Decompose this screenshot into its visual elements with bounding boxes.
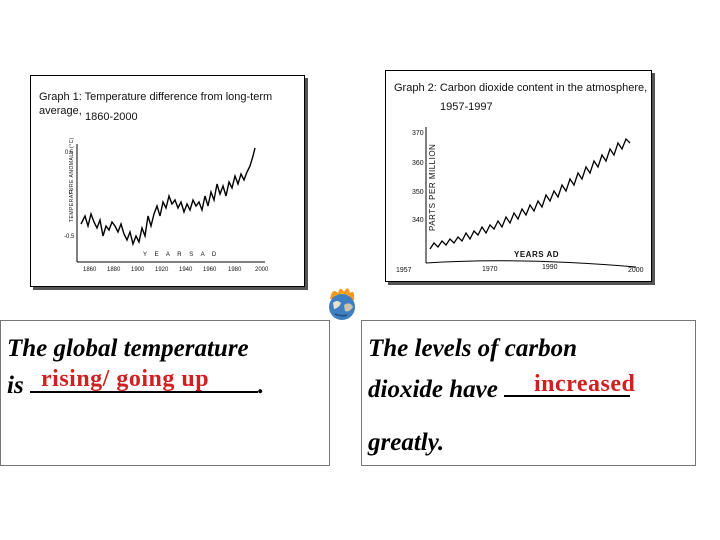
burning-earth-icon xyxy=(329,288,355,320)
graph2-y-tick: 370 xyxy=(412,130,424,137)
temperature-graph: Graph 1: Temperature difference from lon… xyxy=(30,75,305,287)
graph2-x-tick: 1990 xyxy=(542,264,558,271)
graph2-x-tick: 1957 xyxy=(396,267,412,274)
graph1-x-tick: 1960 xyxy=(203,267,217,273)
graph1-y-tick: -0.5 xyxy=(64,234,75,240)
temperature-sentence-line1: The global temperature xyxy=(7,335,249,362)
carbon-sentence-line2: dioxide have xyxy=(368,371,631,406)
graph2-subtitle: 1957-1997 xyxy=(440,101,493,113)
graph2-x-axis-label: YEARS AD xyxy=(514,250,560,259)
carbon-answer-box: The levels of carbon dioxide have increa… xyxy=(361,320,696,466)
graph1-x-axis-label: Y E A R S A D xyxy=(143,252,220,258)
graph2-x-tick: 1970 xyxy=(482,266,498,273)
carbon-answer-blank[interactable] xyxy=(504,371,631,397)
temperature-answer-blank[interactable] xyxy=(29,367,258,393)
graph2-x-tick: 2000 xyxy=(628,267,644,274)
temperature-answer: rising/ going up xyxy=(41,366,210,392)
temperature-sentence-prefix: is xyxy=(7,372,24,399)
graph2-y-tick: 360 xyxy=(412,160,424,167)
graph1-x-tick: 1900 xyxy=(131,267,145,273)
carbon-sentence-line3: greatly. xyxy=(368,429,445,456)
graph1-x-tick: 2000 xyxy=(255,267,269,273)
graph1-x-tick: 1980 xyxy=(228,267,242,273)
carbon-sentence-line1: The levels of carbon xyxy=(368,335,577,362)
graph2-title: Graph 2: Carbon dioxide content in the a… xyxy=(394,82,648,94)
graph1-x-tick: 1860 xyxy=(83,267,97,273)
carbon-answer: increased xyxy=(534,371,636,397)
temperature-answer-box: The global temperature is . rising/ goin… xyxy=(0,320,330,466)
graph1-subtitle: 1860-2000 xyxy=(85,111,138,123)
graph1-y-tick: 0 xyxy=(69,190,73,196)
graph1-x-tick: 1940 xyxy=(179,267,193,273)
graph1-title: Graph 1: Temperature difference from lon… xyxy=(39,91,273,117)
graph1-y-tick: 0.5 xyxy=(65,150,74,156)
temperature-sentence-suffix: . xyxy=(257,372,265,399)
graph2-y-tick: 350 xyxy=(412,189,424,196)
graph2-y-tick: 340 xyxy=(412,217,424,224)
graph1-x-tick: 1880 xyxy=(107,267,121,273)
graph2-plot xyxy=(425,127,637,268)
carbon-sentence-prefix: dioxide have xyxy=(368,376,498,403)
carbon-dioxide-graph: Graph 2: Carbon dioxide content in the a… xyxy=(385,70,652,282)
graph1-x-tick: 1920 xyxy=(155,267,169,273)
temperature-sentence-line2: is . xyxy=(7,367,264,402)
graph1-plot xyxy=(76,144,265,263)
